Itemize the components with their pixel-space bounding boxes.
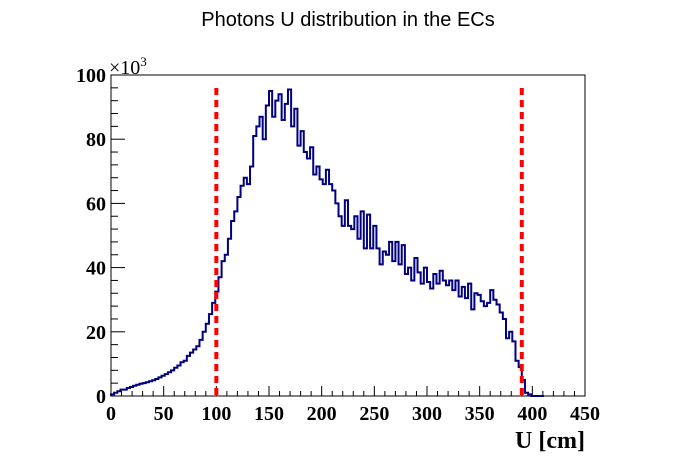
y-tick-label: 80 <box>86 129 106 151</box>
histogram-series-line <box>110 88 544 397</box>
x-tick-label: 400 <box>517 403 547 425</box>
x-tick-label: 350 <box>465 403 495 425</box>
x-tick-label: 150 <box>254 403 284 425</box>
y-tick-label: 100 <box>76 65 106 87</box>
x-tick-label: 450 <box>570 403 600 425</box>
reference-lines <box>214 88 524 396</box>
x-tick-label: 100 <box>201 403 231 425</box>
plot-frame <box>110 74 586 397</box>
x-tick-label: 300 <box>412 403 442 425</box>
x-tick-label: 200 <box>307 403 337 425</box>
x-axis-label: U [cm] <box>515 428 585 454</box>
y-axis-ticks <box>111 74 125 397</box>
x-tick-label: 250 <box>359 403 389 425</box>
y-tick-label: 40 <box>86 258 106 280</box>
chart-title: Photons U distribution in the ECs <box>201 9 495 31</box>
y-axis-multiplier: ×103 <box>109 54 147 79</box>
x-axis-ticks <box>110 386 586 396</box>
y-tick-label: 60 <box>86 193 106 215</box>
y-axis-tick-labels: 0 20 40 60 80 100 <box>76 65 106 408</box>
y-tick-label: 0 <box>96 386 106 408</box>
series-layer <box>110 88 544 397</box>
x-tick-label: 0 <box>106 403 116 425</box>
x-tick-label: 50 <box>154 403 174 425</box>
y-tick-label: 20 <box>86 322 106 344</box>
x-axis-tick-labels: 0 50 100 150 200 250 300 350 400 450 <box>106 403 600 425</box>
